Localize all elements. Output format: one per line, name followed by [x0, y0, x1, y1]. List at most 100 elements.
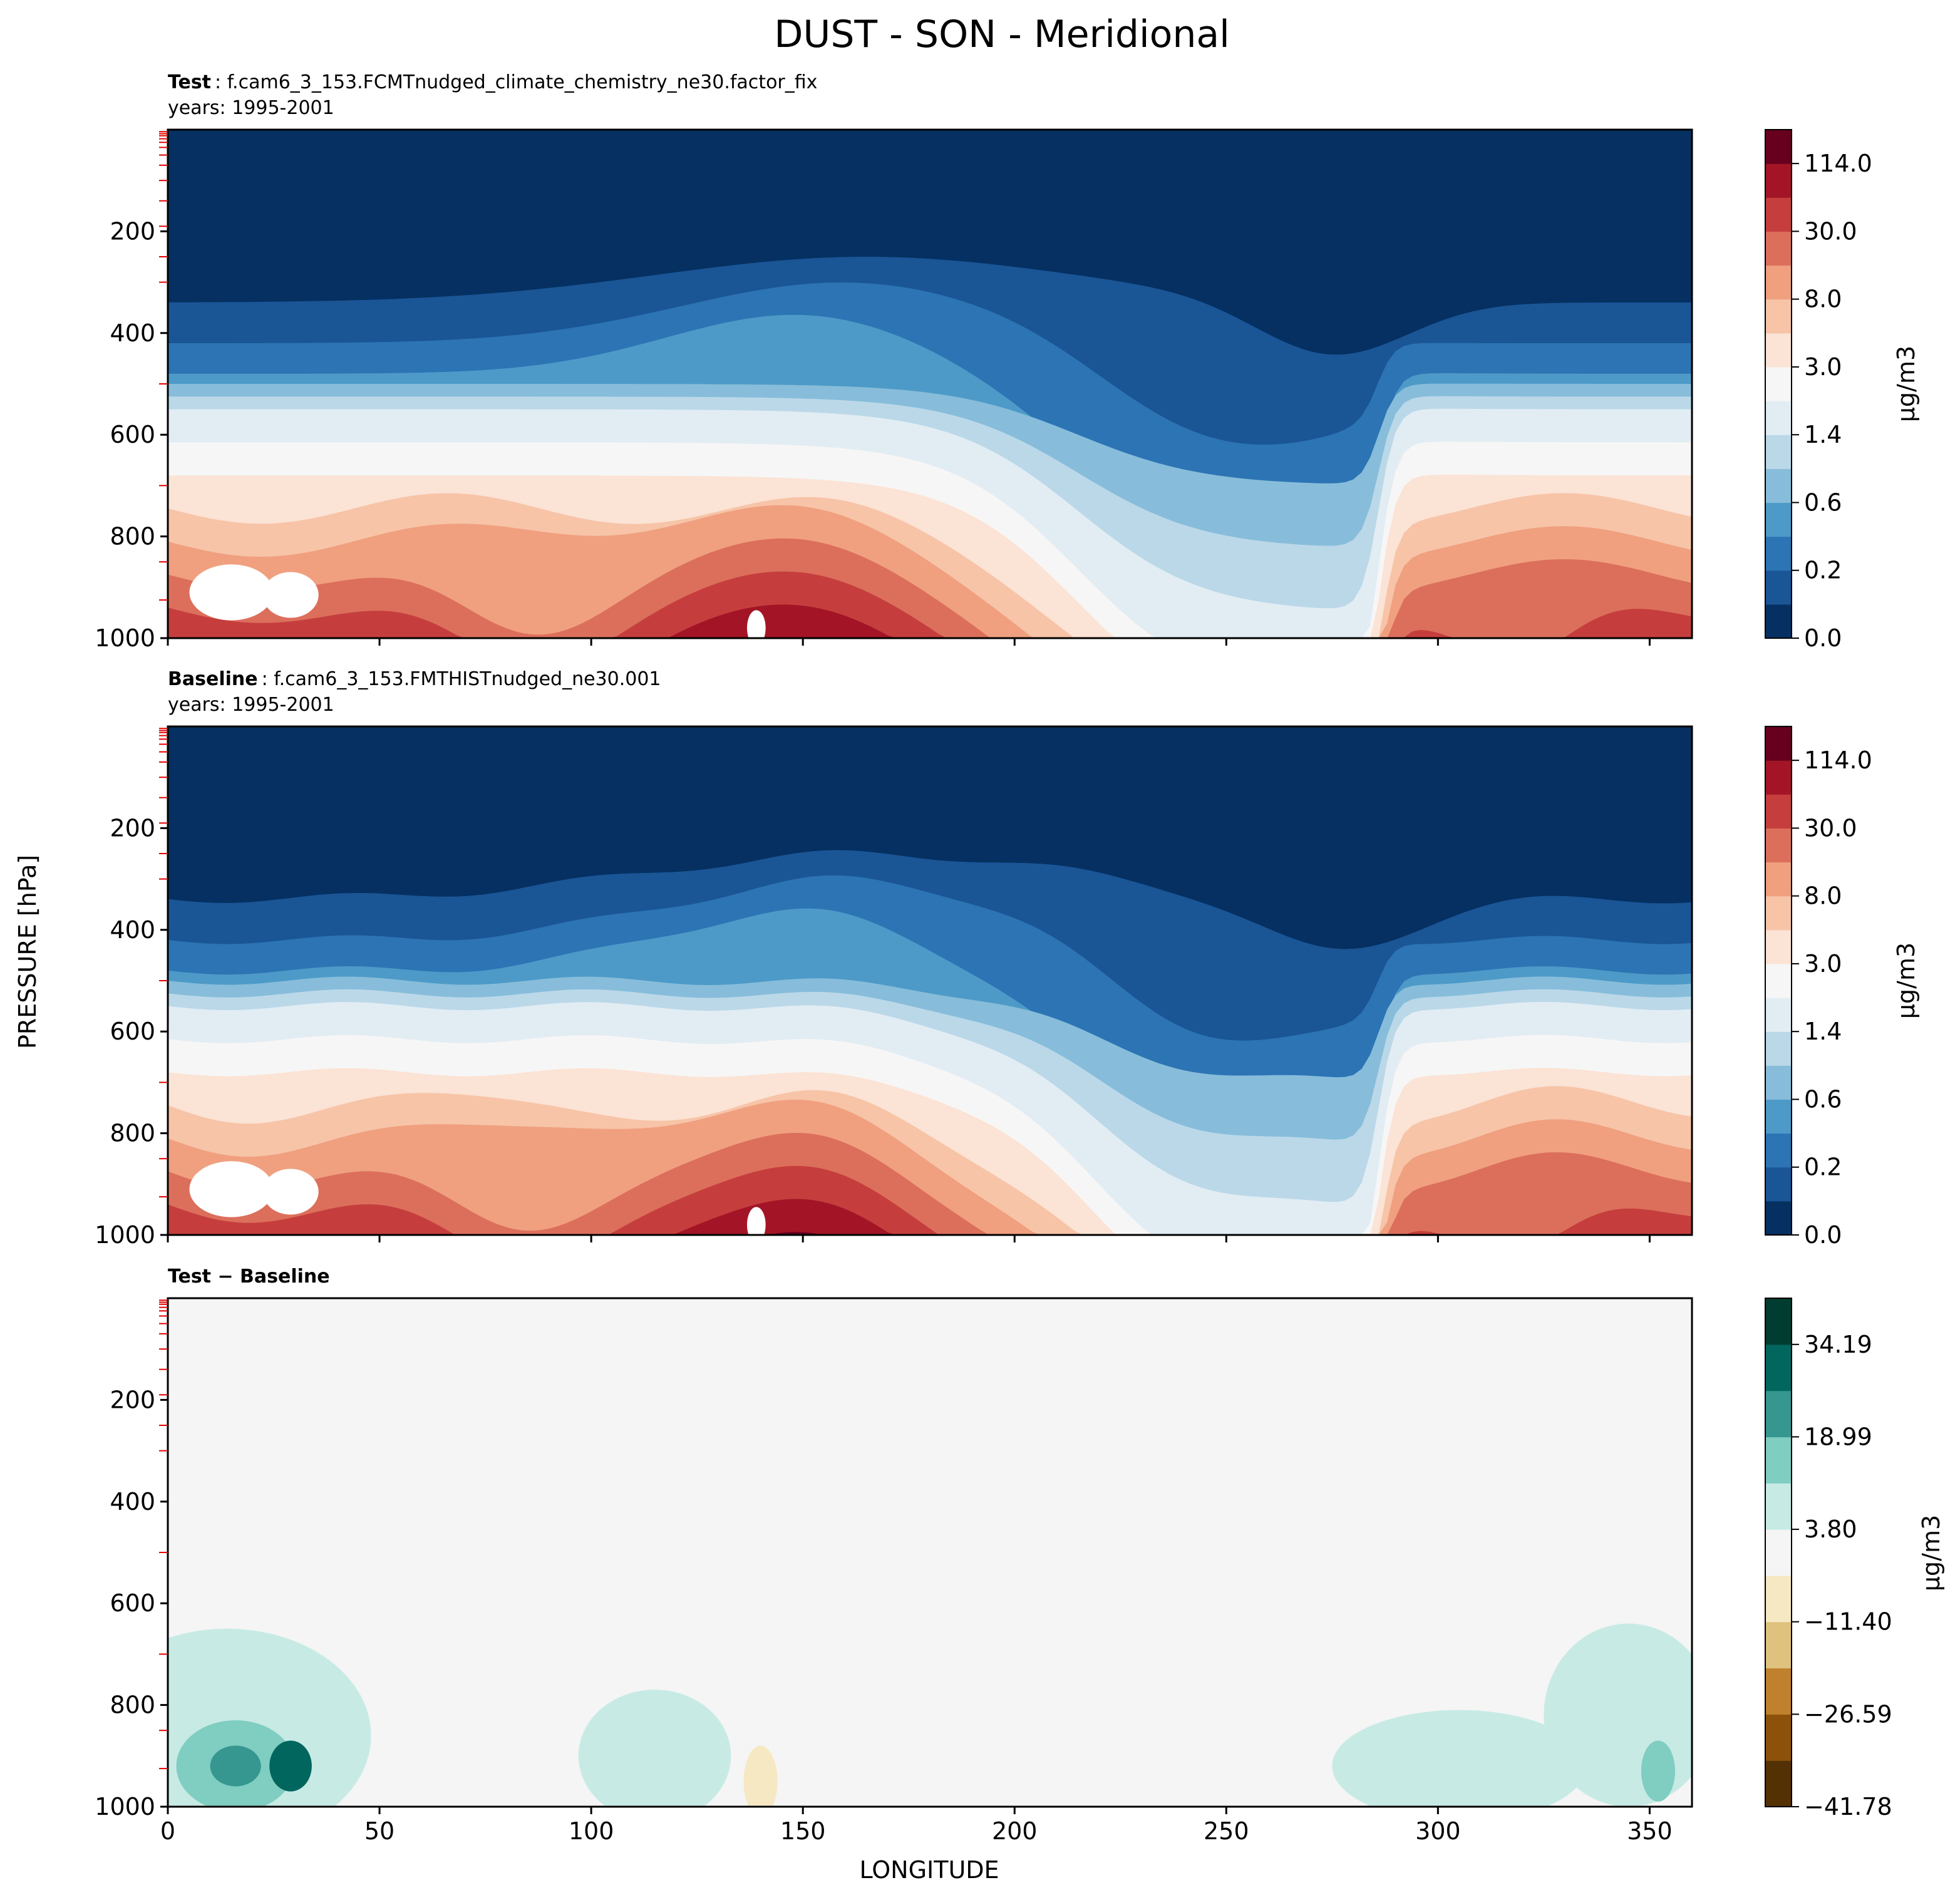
colorbar-tick-label: 0.6: [1804, 1085, 1842, 1113]
colorbar-tick-label: 0.2: [1804, 1154, 1842, 1181]
y-tick-label: 600: [110, 1589, 155, 1617]
colorbar-swatch: [1765, 502, 1792, 537]
panel-baseline-x-axis: [167, 1235, 1651, 1242]
y-tick-label: 400: [110, 319, 155, 347]
colorbar-swatch: [1765, 1200, 1792, 1236]
y-tick-label: 400: [110, 916, 155, 944]
panel-test-x-axis: [167, 638, 1651, 646]
colorbar-swatch: [1765, 130, 1792, 164]
colorbar-frame: [1765, 129, 1792, 639]
colorbar-swatch: [1765, 1760, 1792, 1807]
colorbar-tick-label: 3.0: [1804, 353, 1842, 381]
colorbar-swatch: [1765, 1390, 1792, 1438]
panel-difference-colorbar-unit: μg/m3: [1917, 1515, 1945, 1591]
panel-baseline: Baseline: f.cam6_3_153.FMTHISTnudged_ne3…: [95, 668, 1920, 1249]
difference-blob: [1641, 1740, 1675, 1802]
colorbar-swatch: [1765, 1099, 1792, 1134]
y-tick-label: 600: [110, 1018, 155, 1045]
colorbar-swatch: [1765, 929, 1792, 964]
x-tick-label: 350: [1627, 1817, 1673, 1845]
colorbar-swatch: [1765, 828, 1792, 863]
colorbar-tick-label: 114.0: [1804, 746, 1872, 774]
figure-title: DUST - SON - Meridional: [774, 13, 1230, 56]
colorbar-swatch: [1765, 265, 1792, 300]
y-axis-label: PRESSURE [hPa]: [14, 855, 41, 1049]
y-tick-label: 1000: [95, 1793, 155, 1820]
panel-test-years: years: 1995-2001: [168, 97, 334, 119]
colorbar-swatch: [1765, 998, 1792, 1032]
colorbar-tick-label: 8.0: [1804, 286, 1842, 313]
colorbar-swatch: [1765, 366, 1792, 401]
colorbar-swatch: [1765, 604, 1792, 639]
panel-baseline-colorbar: 114.0 30.0 8.0 3.0 1.4 0.6 0.2 0.0 μg/m3: [1765, 726, 1920, 1249]
y-tick-label: 600: [110, 421, 155, 448]
contour-level-12: [168, 1165, 1692, 1235]
y-tick-label: 200: [110, 1386, 155, 1413]
saturated-spot: [262, 1169, 319, 1215]
colorbar-swatch: [1765, 1529, 1792, 1576]
colorbar-frame: [1765, 726, 1792, 1236]
colorbar-swatch: [1765, 1344, 1792, 1391]
saturated-spot: [189, 564, 274, 621]
colorbar-tick-label: 1.4: [1804, 1018, 1842, 1045]
colorbar-swatch: [1765, 197, 1792, 232]
colorbar-swatch: [1765, 963, 1792, 998]
panel-baseline-field: [168, 726, 1692, 1235]
colorbar-tick-label: −26.59: [1804, 1700, 1892, 1728]
colorbar-tick-label: 30.0: [1804, 814, 1857, 842]
colorbar-tick-label: 0.6: [1804, 488, 1842, 516]
y-tick-label: 800: [110, 1691, 155, 1719]
colorbar-tick-label: 0.2: [1804, 557, 1842, 584]
colorbar-swatch: [1765, 299, 1792, 334]
colorbar-tick-label: −41.78: [1804, 1793, 1892, 1820]
colorbar-swatch: [1765, 1065, 1792, 1100]
panel-difference-x-axis: 0 50 100 150 200 250 300 350: [160, 1807, 1673, 1845]
colorbar-tick-label: 0.0: [1804, 1221, 1842, 1249]
difference-blob: [1544, 1623, 1692, 1807]
panel-baseline-y-axis: 200 400 600 800 1000: [95, 728, 168, 1249]
x-tick-label: 300: [1415, 1817, 1461, 1845]
colorbar-swatch: [1765, 435, 1792, 469]
panel-difference-y-axis: 200 400 600 800 1000: [95, 1299, 168, 1820]
colorbar-tick-label: 3.0: [1804, 950, 1842, 978]
colorbar-swatch: [1765, 726, 1792, 761]
colorbar-swatch: [1765, 1167, 1792, 1202]
colorbar-swatch: [1765, 468, 1792, 503]
colorbar-tick-label: 18.99: [1804, 1423, 1872, 1450]
colorbar-frame: [1765, 1298, 1792, 1807]
panel-baseline-colorbar-unit: μg/m3: [1892, 942, 1920, 1019]
difference-blob: [1332, 1710, 1586, 1807]
y-tick-label: 800: [110, 1120, 155, 1147]
panel-test-colorbar: 114.0 30.0 8.0 3.0 1.4 0.6 0.2 0.0 μg/m3: [1765, 129, 1920, 652]
colorbar-swatch: [1765, 163, 1792, 198]
x-tick-label: 250: [1204, 1817, 1249, 1845]
colorbar-tick-label: 0.0: [1804, 624, 1842, 652]
panel-test-field: [168, 130, 1692, 638]
contour-level-10: [168, 505, 1692, 638]
colorbar-swatch: [1765, 1714, 1792, 1761]
panel-test: Test: f.cam6_3_153.FCMTnudged_climate_ch…: [95, 71, 1920, 652]
panel-test-label-rest: : f.cam6_3_153.FCMTnudged_climate_chemis…: [215, 71, 817, 93]
difference-blob: [743, 1745, 778, 1807]
colorbar-tick-label: 3.80: [1804, 1515, 1857, 1543]
x-tick-label: 0: [160, 1817, 175, 1845]
x-tick-label: 200: [992, 1817, 1038, 1845]
colorbar-swatch: [1765, 1437, 1792, 1484]
saturated-spot: [262, 572, 319, 618]
difference-blob: [269, 1740, 312, 1792]
difference-blob: [210, 1745, 261, 1787]
panel-difference-field: [168, 1298, 1692, 1807]
x-tick-label: 150: [780, 1817, 826, 1845]
y-tick-label: 400: [110, 1488, 155, 1515]
contour-level-10: [168, 1100, 1692, 1235]
colorbar-swatch: [1765, 401, 1792, 435]
colorbar-swatch: [1765, 896, 1792, 931]
x-tick-label: 50: [364, 1817, 395, 1845]
panel-baseline-label: Baseline: f.cam6_3_153.FMTHISTnudged_ne3…: [168, 668, 661, 690]
panel-test-label-bold: Test: [168, 71, 211, 93]
colorbar-swatch: [1765, 1031, 1792, 1066]
colorbar-swatch: [1765, 1133, 1792, 1168]
x-axis-label: LONGITUDE: [859, 1856, 999, 1884]
panel-difference-label: Test − Baseline: [168, 1266, 330, 1288]
